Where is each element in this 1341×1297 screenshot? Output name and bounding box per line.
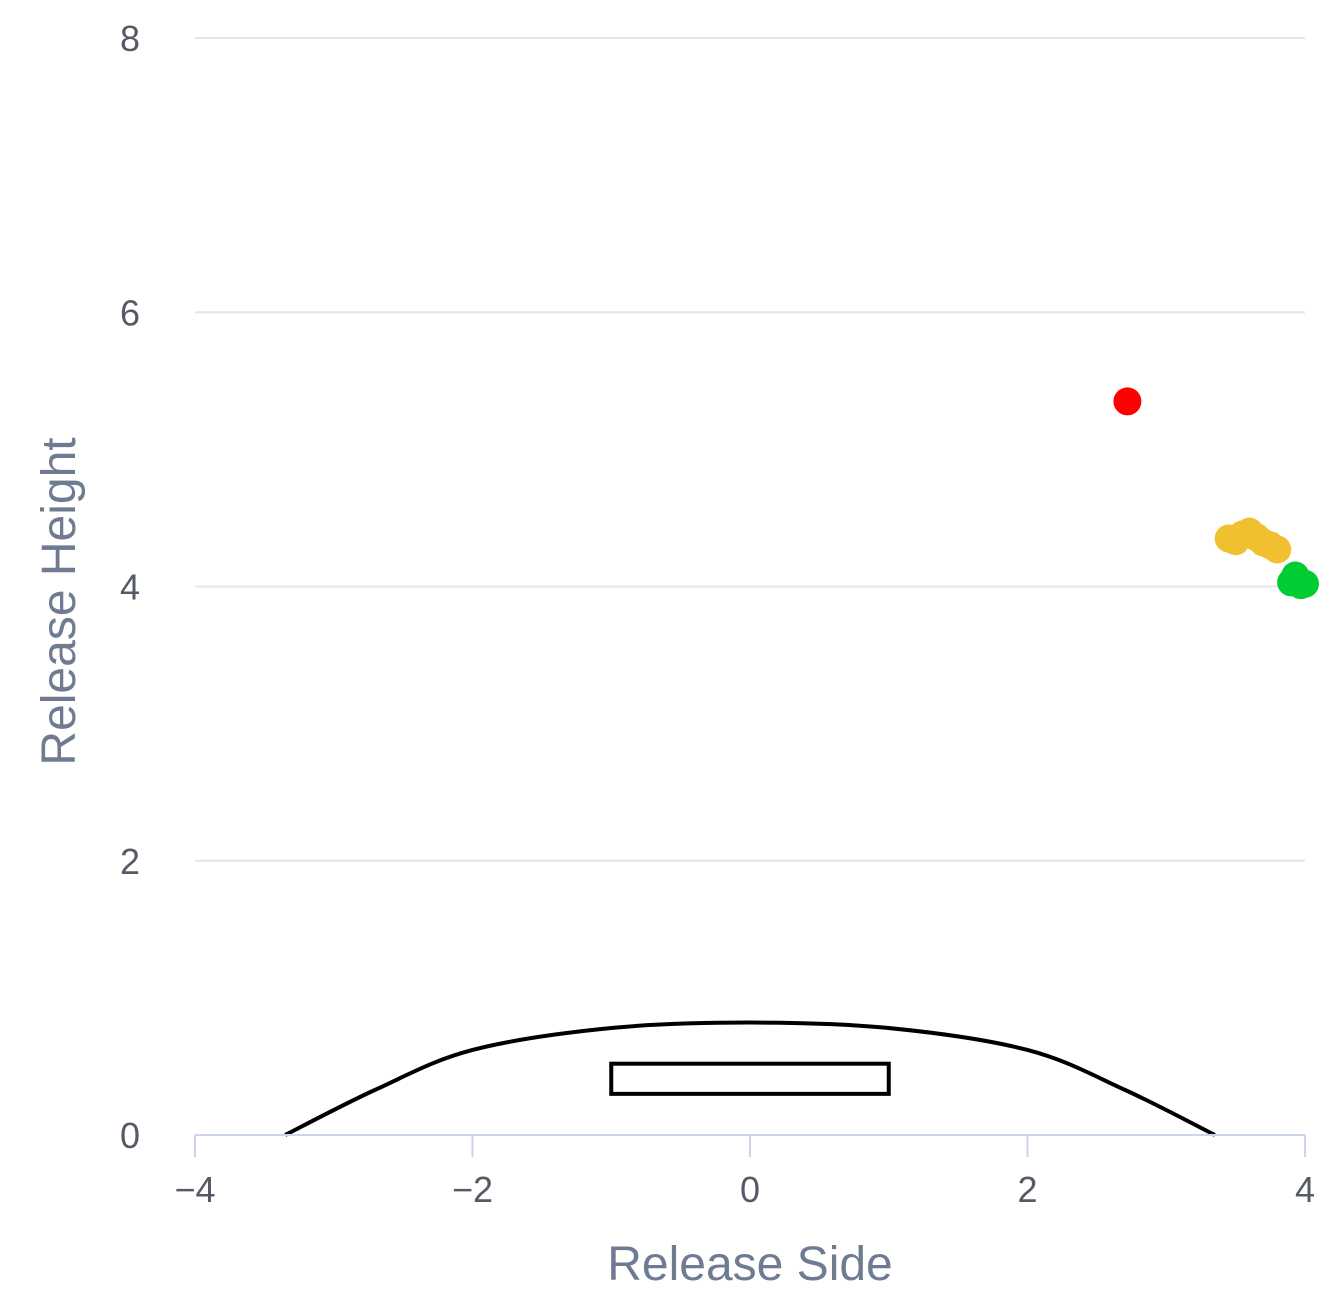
data-point <box>1113 387 1142 416</box>
data-point <box>1263 535 1292 564</box>
y-axis-title: Release Height <box>33 437 86 765</box>
y-tick-label: 2 <box>120 841 140 882</box>
y-axis-ticks: 0 2 4 6 8 <box>120 18 140 1156</box>
x-tick-label: 0 <box>740 1169 760 1210</box>
y-tick-label: 6 <box>120 292 140 333</box>
y-tick-label: 8 <box>120 18 140 59</box>
gridlines <box>195 37 1305 862</box>
x-tick-label: 2 <box>1017 1169 1037 1210</box>
pitchers-mound <box>284 1020 1216 1137</box>
x-tick-label: 4 <box>1295 1169 1315 1210</box>
x-axis-title: Release Side <box>607 1238 893 1291</box>
y-tick-label: 4 <box>120 567 140 608</box>
x-tick-label: −2 <box>452 1169 493 1210</box>
x-tick-label: −4 <box>174 1169 215 1210</box>
data-point <box>1291 569 1319 598</box>
mound-profile-curve <box>284 1020 1216 1137</box>
y-tick-label: 0 <box>120 1115 140 1156</box>
pitching-rubber <box>609 1061 891 1096</box>
data-points <box>1113 387 1319 600</box>
x-axis-ticks: −4 −2 0 2 4 <box>174 1135 1315 1210</box>
